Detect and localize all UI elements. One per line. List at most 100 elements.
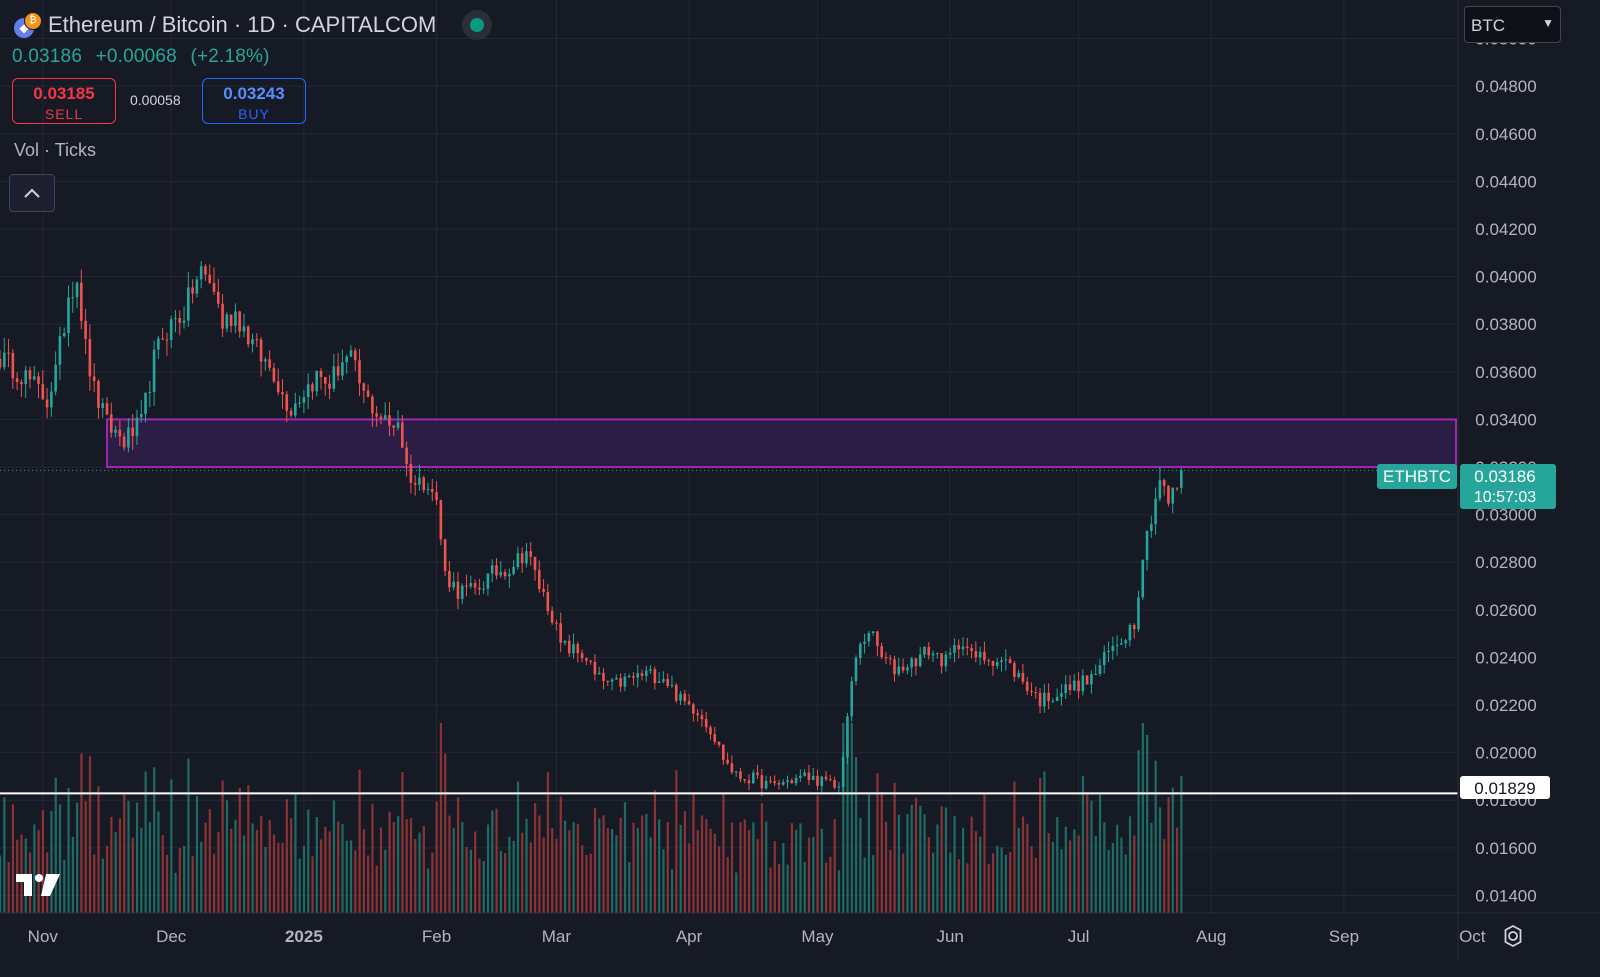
volume-bar xyxy=(191,856,194,913)
price-tag-price: 0.03186 xyxy=(1474,467,1535,486)
candle xyxy=(820,775,824,793)
candle xyxy=(246,325,250,348)
volume-bar xyxy=(760,803,764,913)
candle xyxy=(1137,590,1140,632)
volume-bar xyxy=(504,853,507,913)
volume-bar xyxy=(619,817,622,913)
price-axis[interactable]: 0.050000.048000.046000.044000.042000.040… xyxy=(1457,0,1600,960)
candle xyxy=(105,397,109,416)
candle xyxy=(525,542,528,568)
buy-button[interactable]: 0.03243 BUY xyxy=(202,78,306,124)
candle xyxy=(15,372,19,391)
candle xyxy=(597,666,601,675)
chevron-up-icon xyxy=(24,188,40,198)
volume-bar xyxy=(700,815,704,913)
volume-bar xyxy=(106,845,109,913)
volume-bar xyxy=(833,819,836,913)
currency-select[interactable]: BTC ▼ xyxy=(1464,6,1561,43)
collapse-legend-button[interactable] xyxy=(9,174,55,212)
candle xyxy=(846,712,849,764)
volume-bar xyxy=(559,796,562,913)
candle xyxy=(383,402,387,421)
time-axis[interactable]: Nov Dec 2025 Feb Mar Apr May Jun Jul Aug Sep Oct xyxy=(0,912,1600,946)
volume-bar xyxy=(178,848,181,913)
volume-bar xyxy=(131,837,134,913)
candle xyxy=(897,657,901,677)
volume-bar xyxy=(234,819,237,913)
volume-bar xyxy=(752,822,755,913)
volume-bar xyxy=(1176,827,1179,913)
volume-bar xyxy=(345,840,348,913)
sell-button[interactable]: 0.03185 SELL xyxy=(12,78,116,124)
candle xyxy=(700,709,704,727)
volume-bar xyxy=(1030,846,1033,913)
candle xyxy=(426,482,430,495)
time-tick-label: Mar xyxy=(542,927,572,946)
candle xyxy=(580,649,584,663)
candle xyxy=(520,547,524,573)
candle xyxy=(1013,661,1016,682)
candle xyxy=(623,673,627,692)
volume-bar xyxy=(1034,858,1037,913)
volume-bar xyxy=(157,811,160,913)
volume-bar xyxy=(247,785,250,913)
symbol-title: Ethereum / Bitcoin · 1D · CAPITALCOM xyxy=(48,12,437,37)
settings-gear-icon[interactable] xyxy=(1501,924,1525,948)
candle xyxy=(276,368,280,396)
candle xyxy=(615,674,618,681)
candle xyxy=(666,673,669,689)
volume-bar xyxy=(499,850,502,913)
candle xyxy=(234,303,237,334)
market-status-indicator[interactable] xyxy=(462,10,493,40)
candle xyxy=(773,775,776,787)
resistance-zone[interactable] xyxy=(106,418,1457,469)
candle xyxy=(422,475,426,494)
volume-bar xyxy=(456,797,460,913)
volume-bar xyxy=(803,862,806,913)
legend-last-price: 0.03186 xyxy=(12,46,83,67)
support-price-tag: 0.01829 xyxy=(1460,776,1550,799)
volume-bar xyxy=(238,787,241,913)
volume-bar xyxy=(204,822,207,913)
candle xyxy=(816,769,819,791)
candle xyxy=(208,264,212,285)
volume-bar xyxy=(692,793,695,913)
candle xyxy=(460,583,464,605)
volume-bar xyxy=(521,832,524,913)
candle xyxy=(1145,530,1149,571)
candle xyxy=(144,392,147,423)
candle xyxy=(1043,683,1046,713)
candle xyxy=(71,281,75,313)
volume-bar xyxy=(538,815,541,913)
volume-bar xyxy=(37,829,40,913)
volume-bar xyxy=(1158,807,1162,913)
resistance-zone-rect[interactable] xyxy=(106,418,1457,469)
candle xyxy=(730,755,734,775)
candle xyxy=(991,660,995,676)
volume-bar xyxy=(991,853,995,913)
horizontal-lines[interactable] xyxy=(0,469,1458,795)
candle xyxy=(884,651,888,665)
volume-bar xyxy=(1154,760,1157,913)
candle xyxy=(473,579,477,595)
volume-bar xyxy=(255,829,258,913)
volume-indicator-legend[interactable]: Vol · Ticks xyxy=(14,140,97,160)
candle xyxy=(1038,687,1042,713)
volume-bar xyxy=(546,772,550,913)
time-tick-label: Jul xyxy=(1068,927,1090,946)
volume-bar xyxy=(534,803,537,913)
candle xyxy=(756,764,759,779)
candle xyxy=(62,327,66,338)
chart-legend-title[interactable]: ◆ ₿ Ethereum / Bitcoin · 1D · CAPITALCOM xyxy=(14,10,493,40)
tradingview-logo-icon[interactable] xyxy=(16,870,64,898)
volume-bar xyxy=(439,723,443,913)
candle xyxy=(1077,671,1080,699)
volume-bar xyxy=(508,836,511,913)
candle xyxy=(75,281,79,309)
candle xyxy=(439,499,443,546)
volume-bar xyxy=(953,816,956,913)
time-tick-label: Dec xyxy=(156,927,187,946)
volume-bar xyxy=(260,815,263,913)
candle xyxy=(114,425,117,438)
